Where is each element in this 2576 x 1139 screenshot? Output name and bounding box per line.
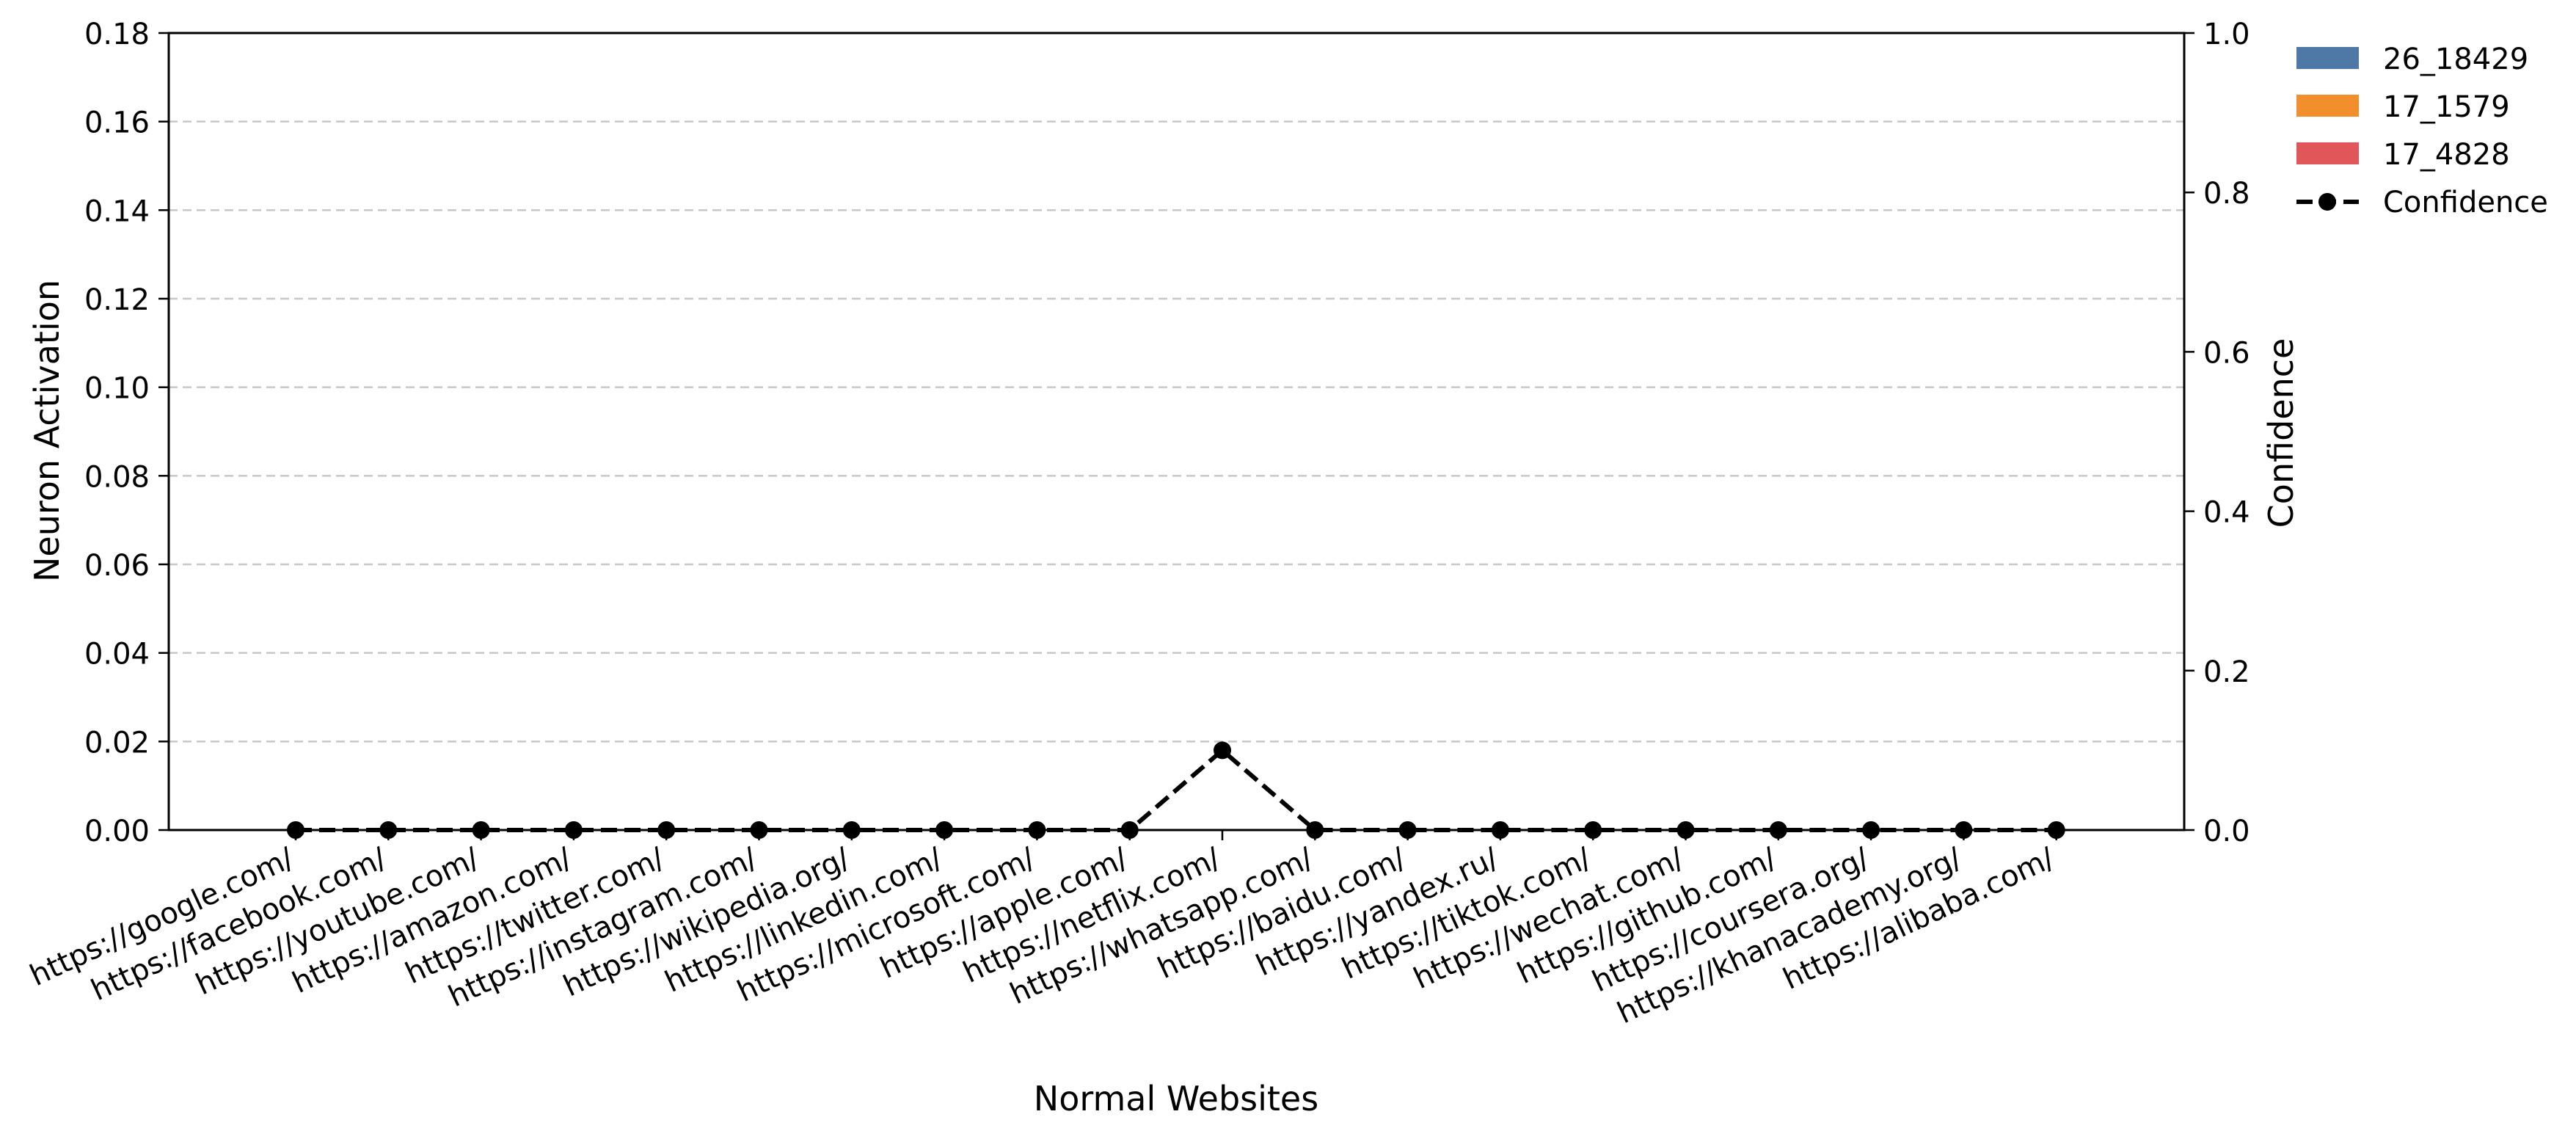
- right-y-ticks: 0.0 0.2 0.4 0.6 0.8 1.0: [2184, 18, 2250, 848]
- legend-swatch: [2296, 142, 2359, 164]
- confidence-line: [296, 747, 2057, 832]
- gridlines: [169, 120, 2184, 743]
- y-right-tick-label: 1.0: [2203, 18, 2250, 51]
- y-axis-label-left: Neuron Activation: [27, 280, 67, 582]
- y-tick-label: 0.12: [84, 283, 150, 317]
- y-right-tick-label: 0.4: [2203, 496, 2250, 530]
- y-tick-label: 0.06: [84, 549, 150, 583]
- y-right-tick-label: 0.8: [2203, 177, 2250, 211]
- legend-label: Confidence: [2383, 186, 2548, 219]
- y-tick-label: 0.16: [84, 106, 150, 140]
- legend-label: 17_4828: [2383, 138, 2510, 172]
- confidence-series: [287, 741, 2065, 839]
- left-y-ticks: 0.00 0.02 0.04 0.06 0.08 0.10 0.12 0.14 0.16 0.18: [84, 18, 169, 848]
- legend-item: 17_4828: [2296, 138, 2510, 172]
- axes: [167, 32, 2186, 831]
- y-right-tick-label: 0.0: [2203, 815, 2250, 848]
- y-tick-label: 0.08: [84, 460, 150, 494]
- legend-marker: [2318, 193, 2336, 211]
- x-axis-label: Normal Websites: [1034, 1079, 1318, 1118]
- plot-frame: [167, 32, 2186, 831]
- legend: 26_18429 17_1579 17_4828 Confidence: [2296, 43, 2548, 219]
- legend-item: 17_1579: [2296, 90, 2510, 124]
- y-tick-label: 0.04: [84, 638, 150, 672]
- y-tick-label: 0.02: [84, 726, 150, 760]
- x-ticks: https://google.com/https://facebook.com/…: [25, 830, 2059, 1030]
- legend-item: 26_18429: [2296, 43, 2528, 76]
- y-tick-label: 0.00: [84, 815, 150, 848]
- y-right-tick-label: 0.6: [2203, 336, 2250, 370]
- y-axis-label-right: Confidence: [2261, 338, 2301, 528]
- legend-swatch: [2296, 47, 2359, 69]
- y-tick-label: 0.10: [84, 372, 150, 406]
- legend-label: 17_1579: [2383, 90, 2510, 124]
- confidence-point: [1214, 741, 1231, 760]
- y-tick-label: 0.18: [84, 18, 150, 51]
- legend-label: 26_18429: [2383, 43, 2528, 76]
- legend-swatch: [2296, 95, 2359, 117]
- y-right-tick-label: 0.2: [2203, 655, 2250, 689]
- legend-item: Confidence: [2296, 186, 2548, 219]
- y-tick-label: 0.14: [84, 194, 150, 228]
